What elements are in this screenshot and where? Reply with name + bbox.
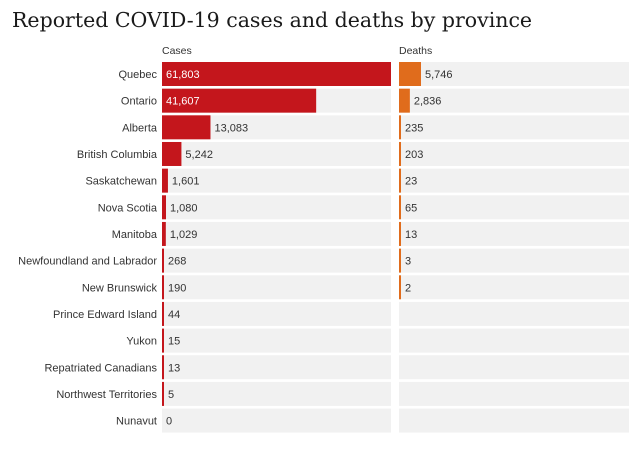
deaths-track xyxy=(399,301,629,326)
deaths-value-label: 2 xyxy=(405,282,411,294)
deaths-track xyxy=(399,275,629,300)
deaths-track xyxy=(399,195,629,220)
deaths-track xyxy=(399,381,629,406)
deaths-bar xyxy=(399,141,401,166)
cases-bar xyxy=(162,221,166,246)
category-label: Saskatchewan xyxy=(85,176,157,188)
cases-value-label: 13 xyxy=(168,362,180,374)
deaths-track xyxy=(399,355,629,380)
deaths-track xyxy=(399,248,629,273)
cases-value-label: 13,083 xyxy=(214,122,248,134)
cases-track xyxy=(162,328,391,353)
chart-title: Reported COVID-19 cases and deaths by pr… xyxy=(12,8,533,32)
cases-track xyxy=(162,168,391,193)
deaths-header: Deaths xyxy=(399,45,432,57)
cases-value-label: 0 xyxy=(166,416,172,428)
cases-value-label: 5,242 xyxy=(185,149,213,161)
cases-header: Cases xyxy=(162,45,192,57)
deaths-track xyxy=(399,62,629,86)
cases-value-label: 61,803 xyxy=(166,69,200,81)
cases-bar xyxy=(162,248,164,273)
category-label: British Columbia xyxy=(77,149,158,161)
category-label: Ontario xyxy=(121,96,157,108)
cases-value-label: 41,607 xyxy=(166,96,200,108)
deaths-value-label: 203 xyxy=(405,149,423,161)
cases-bar xyxy=(162,195,167,220)
deaths-track xyxy=(399,168,629,193)
category-label: Northwest Territories xyxy=(56,389,157,401)
cases-bar xyxy=(162,275,164,300)
cases-value-label: 190 xyxy=(168,282,186,294)
deaths-bar xyxy=(399,88,410,113)
deaths-bar xyxy=(399,275,401,300)
cases-track xyxy=(162,141,391,166)
cases-bar xyxy=(162,141,182,166)
deaths-track xyxy=(399,328,629,353)
cases-bar xyxy=(162,115,211,140)
deaths-value-label: 2,836 xyxy=(414,96,442,108)
deaths-value-label: 5,746 xyxy=(425,69,453,81)
cases-track xyxy=(162,248,391,273)
cases-bar xyxy=(162,328,164,353)
category-label: New Brunswick xyxy=(82,282,158,294)
cases-track xyxy=(162,301,391,326)
cases-track xyxy=(162,221,391,246)
deaths-track xyxy=(399,115,629,140)
deaths-value-label: 13 xyxy=(405,229,417,241)
cases-track xyxy=(162,355,391,380)
deaths-track xyxy=(399,408,629,433)
cases-track xyxy=(162,195,391,220)
deaths-value-label: 23 xyxy=(405,176,417,188)
category-label: Nunavut xyxy=(116,416,157,428)
deaths-bar xyxy=(399,62,421,86)
category-label: Repatriated Canadians xyxy=(44,362,157,374)
deaths-bar xyxy=(399,248,401,273)
cases-value-label: 1,029 xyxy=(170,229,198,241)
cases-track xyxy=(162,381,391,406)
deaths-bar xyxy=(399,195,401,220)
cases-bar xyxy=(162,355,164,380)
cases-value-label: 15 xyxy=(168,336,180,348)
category-label: Yukon xyxy=(126,336,157,348)
deaths-track xyxy=(399,88,629,113)
deaths-value-label: 65 xyxy=(405,202,417,214)
cases-value-label: 5 xyxy=(168,389,174,401)
cases-value-label: 1,080 xyxy=(170,202,198,214)
deaths-value-label: 235 xyxy=(405,122,423,134)
deaths-value-label: 3 xyxy=(405,256,411,268)
cases-bar xyxy=(162,62,391,86)
deaths-bar xyxy=(399,221,401,246)
deaths-bar xyxy=(399,168,401,193)
cases-track xyxy=(162,275,391,300)
cases-track xyxy=(162,408,391,433)
cases-bar xyxy=(162,301,164,326)
cases-bar xyxy=(162,168,168,193)
cases-bar xyxy=(162,381,164,406)
deaths-track xyxy=(399,221,629,246)
category-label: Prince Edward Island xyxy=(53,309,157,321)
deaths-bar xyxy=(399,115,401,140)
cases-bar xyxy=(162,88,317,113)
cases-value-label: 44 xyxy=(168,309,180,321)
category-label: Manitoba xyxy=(112,229,158,241)
category-label: Alberta xyxy=(122,122,158,134)
category-label: Newfoundland and Labrador xyxy=(18,256,157,268)
category-label: Quebec xyxy=(118,69,157,81)
cases-value-label: 268 xyxy=(168,256,186,268)
category-label: Nova Scotia xyxy=(98,202,158,214)
deaths-track xyxy=(399,141,629,166)
cases-value-label: 1,601 xyxy=(172,176,200,188)
